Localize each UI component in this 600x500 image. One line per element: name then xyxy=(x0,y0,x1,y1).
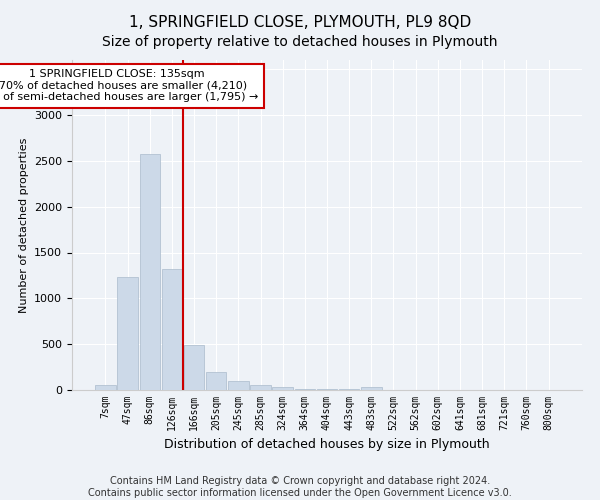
Bar xyxy=(95,385,116,390)
Text: Size of property relative to detached houses in Plymouth: Size of property relative to detached ho… xyxy=(102,35,498,49)
Bar xyxy=(361,387,382,390)
Y-axis label: Number of detached properties: Number of detached properties xyxy=(19,138,29,312)
Bar xyxy=(118,277,138,390)
Bar xyxy=(228,381,248,390)
Bar xyxy=(272,388,293,390)
Bar xyxy=(295,388,315,390)
Text: 1 SPRINGFIELD CLOSE: 135sqm
← 70% of detached houses are smaller (4,210)
30% of : 1 SPRINGFIELD CLOSE: 135sqm ← 70% of det… xyxy=(0,69,258,102)
Text: Contains HM Land Registry data © Crown copyright and database right 2024.
Contai: Contains HM Land Registry data © Crown c… xyxy=(88,476,512,498)
Bar xyxy=(161,269,182,390)
Text: 1, SPRINGFIELD CLOSE, PLYMOUTH, PL9 8QD: 1, SPRINGFIELD CLOSE, PLYMOUTH, PL9 8QD xyxy=(129,15,471,30)
X-axis label: Distribution of detached houses by size in Plymouth: Distribution of detached houses by size … xyxy=(164,438,490,452)
Bar xyxy=(250,386,271,390)
Bar xyxy=(317,389,337,390)
Bar xyxy=(140,154,160,390)
Bar xyxy=(184,345,204,390)
Bar xyxy=(206,372,226,390)
